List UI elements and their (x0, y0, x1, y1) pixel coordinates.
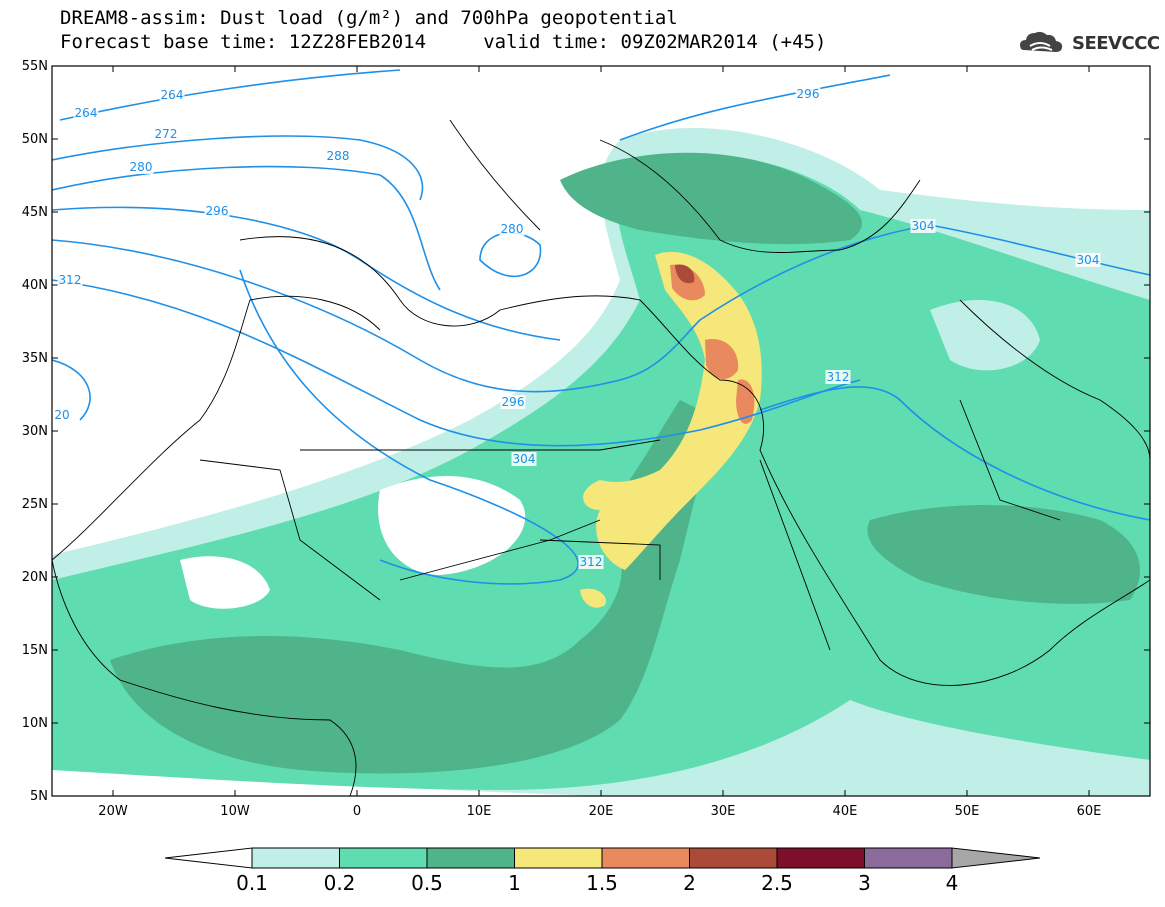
colorbar-label: 1 (508, 871, 521, 895)
lat-tick-label: 5N (30, 789, 48, 804)
contour-label: 304 (912, 219, 935, 233)
colorbar-label: 3 (858, 871, 871, 895)
coastlines (52, 119, 1150, 796)
latitude-axis: 5N 10N 15N 20N 25N 30N 35N 40N 45N 50N 55N (22, 59, 1150, 804)
lon-tick-label: 20W (98, 804, 128, 819)
colorbar-label: 4 (946, 871, 959, 895)
contour-label: 20 (54, 408, 69, 422)
contour-label-bg (795, 87, 821, 101)
contour-label-bg (73, 106, 99, 120)
contour-label: 312 (580, 555, 603, 569)
lat-tick-label: 40N (22, 278, 48, 293)
colorbar-left-arrow (164, 847, 253, 869)
colorbar-right-arrow (951, 847, 1041, 869)
colorbar-swatch (251, 847, 340, 869)
contour-label: 272 (155, 127, 178, 141)
lon-tick-label: 60E (1077, 804, 1102, 819)
contour-label-bg (1075, 253, 1101, 267)
contour-label-bg (499, 222, 525, 236)
contour-label-bg (153, 127, 179, 141)
lon-tick-label: 40E (833, 804, 858, 819)
lon-tick-label: 20E (589, 804, 614, 819)
lat-tick-label: 25N (22, 497, 48, 512)
contour-label: 312 (59, 273, 82, 287)
colorbar: 0.1 0.2 0.5 1 1.5 2 2.5 3 4 (164, 847, 1041, 895)
contour-label: 288 (327, 149, 350, 163)
lon-tick-label: 30E (711, 804, 736, 819)
contour-label-bg (159, 88, 185, 102)
contour-label: 264 (75, 106, 98, 120)
contour-label: 296 (206, 204, 229, 218)
lat-tick-label: 20N (22, 570, 48, 585)
lat-tick-label: 35N (22, 351, 48, 366)
colorbar-swatch (864, 847, 953, 869)
contour-label-bg (53, 408, 71, 422)
contour-label: 304 (1077, 253, 1100, 267)
longitude-axis: 20W 10W 0 10E 20E 30E 40E 50E 60E (98, 66, 1101, 819)
contour-label: 296 (797, 87, 820, 101)
contour-label-bg (825, 370, 851, 384)
lon-tick-label: 10W (220, 804, 250, 819)
lon-tick-label: 0 (353, 804, 361, 819)
colorbar-label: 0.2 (324, 871, 356, 895)
colorbar-label: 0.1 (236, 871, 268, 895)
colorbar-swatch (776, 847, 865, 869)
contour-label-bg (500, 395, 526, 409)
colorbar-swatch (601, 847, 690, 869)
colorbar-label: 0.5 (411, 871, 443, 895)
contour-label: 304 (513, 452, 536, 466)
colorbar-label: 2.5 (761, 871, 793, 895)
lat-tick-label: 30N (22, 424, 48, 439)
lon-tick-label: 50E (955, 804, 980, 819)
lat-tick-label: 15N (22, 643, 48, 658)
lon-tick-label: 10E (467, 804, 492, 819)
contour-labels: 264 264 272 280 288 280 296 296 304 304 296 304 312 3… (53, 87, 1101, 569)
colorbar-swatch (339, 847, 428, 869)
lat-tick-label: 45N (22, 205, 48, 220)
cloud-logo-icon (1020, 31, 1063, 52)
contour-label-bg (511, 452, 537, 466)
contour-label-bg (204, 204, 230, 218)
lat-tick-label: 10N (22, 716, 48, 731)
colorbar-label: 2 (683, 871, 696, 895)
contour-label-bg (57, 273, 83, 287)
contour-label-bg (325, 149, 351, 163)
colorbar-swatch (514, 847, 603, 869)
lat-tick-label: 55N (22, 59, 48, 74)
contour-label: 280 (130, 160, 153, 174)
lat-tick-label: 50N (22, 132, 48, 147)
contour-label: 280 (501, 222, 524, 236)
contour-label-bg (910, 219, 936, 233)
map-subtitle: Forecast base time: 12Z28FEB2014 valid t… (60, 31, 827, 53)
contour-label: 312 (827, 370, 850, 384)
contour-label-bg (578, 555, 604, 569)
contour-label: 264 (161, 88, 184, 102)
colorbar-label: 1.5 (586, 871, 618, 895)
colorbar-swatch (689, 847, 778, 869)
dust-field (52, 128, 1150, 796)
contour-label-bg (128, 160, 154, 174)
colorbar-swatch (426, 847, 515, 869)
contour-label: 296 (502, 395, 525, 409)
map-title: DREAM8-assim: Dust load (g/m²) and 700hP… (60, 7, 678, 29)
logo-text: SEEVCCC (1072, 33, 1160, 54)
